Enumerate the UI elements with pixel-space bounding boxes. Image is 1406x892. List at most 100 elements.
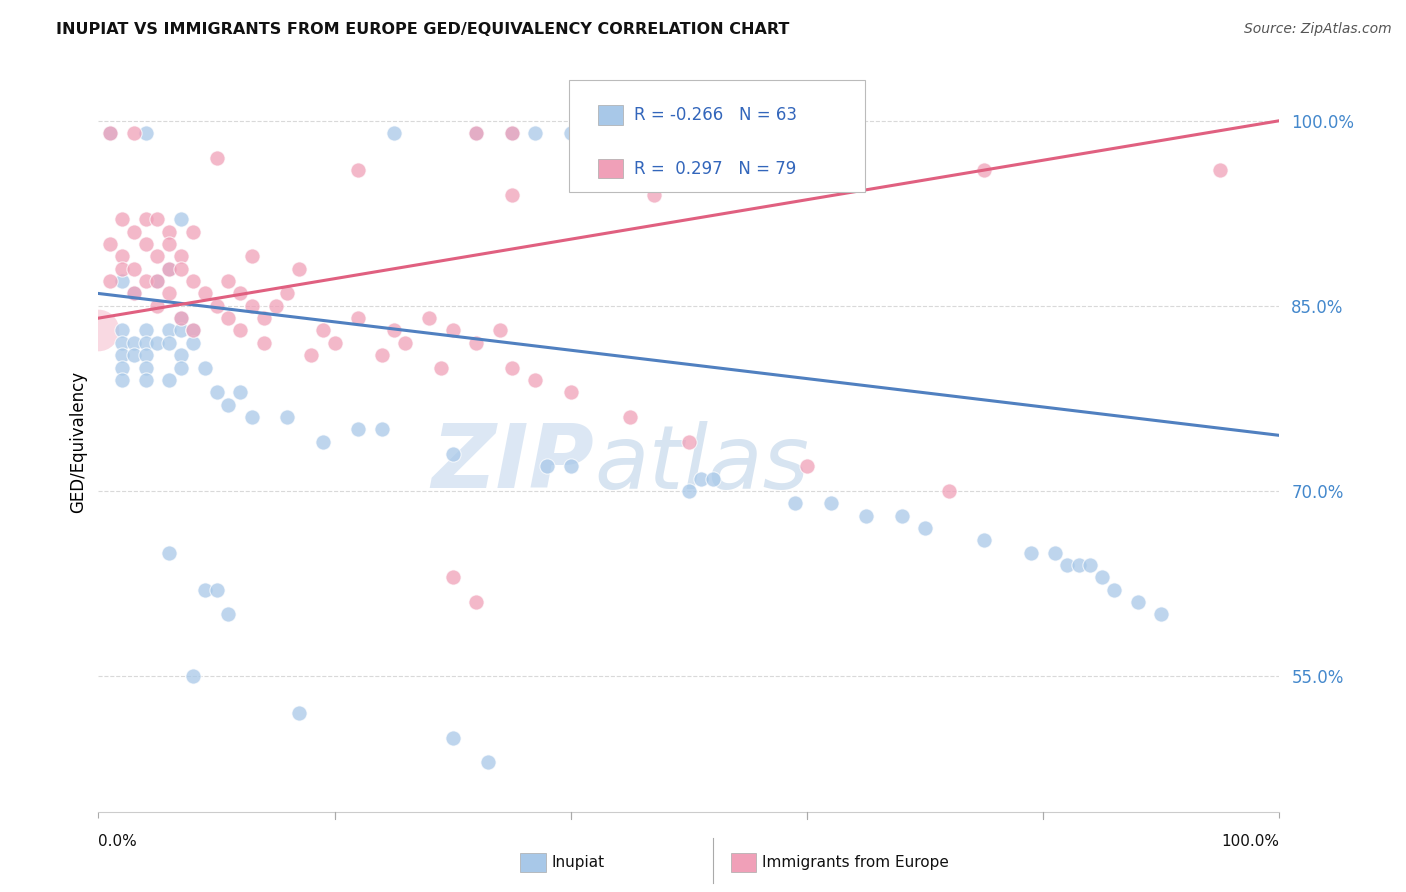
Text: 0.0%: 0.0% (98, 834, 138, 849)
Point (914, 521, 936, 535)
Point (288, 261, 311, 276)
Point (288, 706, 311, 720)
Point (264, 299, 287, 313)
Point (1067, 558, 1090, 572)
Point (347, 163, 370, 178)
Point (111, 212, 134, 227)
Point (146, 299, 169, 313)
Point (501, 187, 523, 202)
Point (135, 126, 157, 140)
Point (170, 324, 193, 338)
Point (135, 373, 157, 387)
Point (465, 595, 488, 609)
Point (501, 126, 523, 140)
Point (240, 250, 263, 264)
Point (146, 274, 169, 288)
Point (678, 483, 700, 498)
Text: Source: ZipAtlas.com: Source: ZipAtlas.com (1244, 22, 1392, 37)
Point (1102, 582, 1125, 597)
Point (98, 237, 121, 252)
Point (217, 274, 239, 288)
Point (973, 163, 995, 178)
Point (524, 126, 547, 140)
Point (146, 212, 169, 227)
Point (135, 237, 157, 252)
Text: R =  0.297   N = 79: R = 0.297 N = 79 (634, 160, 796, 178)
Point (98, 126, 121, 140)
Point (1021, 546, 1043, 560)
Point (122, 348, 145, 362)
Point (205, 299, 228, 313)
Point (1091, 570, 1114, 584)
Point (312, 434, 335, 449)
Point (170, 261, 193, 276)
Point (135, 212, 157, 227)
Point (111, 373, 134, 387)
Point (1126, 595, 1149, 609)
Point (347, 311, 370, 326)
Point (111, 360, 134, 375)
Point (371, 348, 394, 362)
Point (441, 731, 464, 745)
Point (194, 582, 217, 597)
Text: Immigrants from Europe: Immigrants from Europe (762, 855, 949, 870)
Point (98, 274, 121, 288)
Point (465, 126, 488, 140)
Point (465, 335, 488, 350)
Point (170, 250, 193, 264)
Point (619, 409, 641, 424)
Text: INUPIAT VS IMMIGRANTS FROM EUROPE GED/EQUIVALENCY CORRELATION CHART: INUPIAT VS IMMIGRANTS FROM EUROPE GED/EQ… (56, 22, 790, 37)
Point (111, 274, 134, 288)
Point (240, 409, 263, 424)
Point (1080, 558, 1102, 572)
Point (430, 360, 453, 375)
Point (135, 335, 157, 350)
Point (689, 472, 711, 486)
Point (299, 348, 322, 362)
Point (477, 756, 499, 770)
Point (501, 360, 523, 375)
Text: 100.0%: 100.0% (1222, 834, 1279, 849)
Point (217, 607, 239, 622)
Point (441, 570, 464, 584)
Point (87, 324, 110, 338)
Point (702, 472, 724, 486)
Point (441, 324, 464, 338)
Point (170, 348, 193, 362)
Point (157, 373, 180, 387)
Point (973, 533, 995, 548)
Point (217, 311, 239, 326)
Point (111, 261, 134, 276)
Point (394, 335, 416, 350)
Point (1043, 546, 1066, 560)
Point (583, 126, 606, 140)
Point (170, 360, 193, 375)
Point (157, 261, 180, 276)
Point (181, 274, 204, 288)
Text: R = -0.266   N = 63: R = -0.266 N = 63 (634, 106, 797, 124)
Point (181, 669, 204, 683)
Point (678, 434, 700, 449)
Point (1209, 163, 1232, 178)
Point (229, 385, 252, 400)
Point (157, 225, 180, 239)
Point (276, 286, 298, 301)
Point (643, 187, 665, 202)
Point (229, 286, 252, 301)
Point (1056, 558, 1078, 572)
Text: Inupiat: Inupiat (551, 855, 605, 870)
Point (122, 261, 145, 276)
Point (785, 496, 807, 510)
Point (135, 348, 157, 362)
Point (312, 324, 335, 338)
Point (135, 274, 157, 288)
Point (441, 447, 464, 461)
Point (157, 237, 180, 252)
Point (122, 126, 145, 140)
Point (111, 324, 134, 338)
Point (111, 250, 134, 264)
Point (217, 398, 239, 412)
Point (382, 126, 405, 140)
Point (122, 286, 145, 301)
Point (323, 335, 346, 350)
